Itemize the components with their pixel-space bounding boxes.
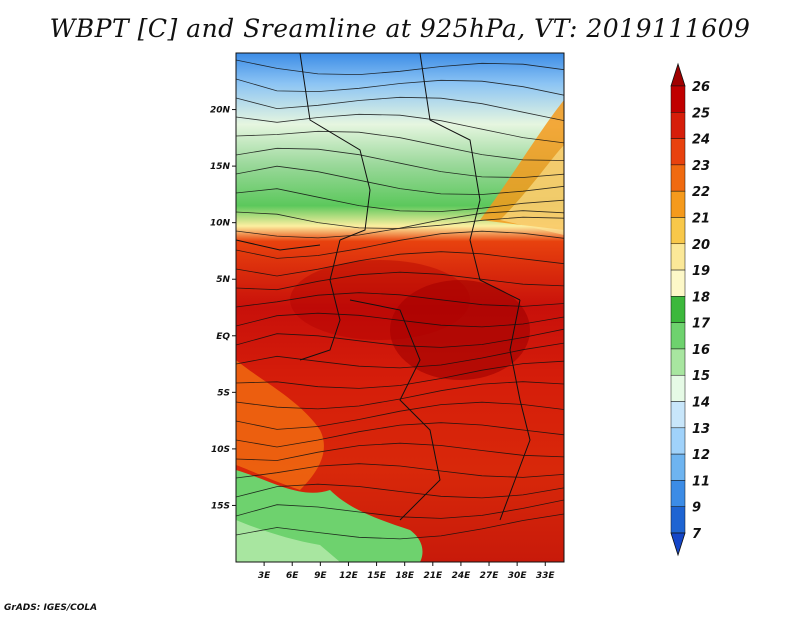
lat-tick-label: 10N [210,219,231,229]
lat-tick-label: 5N [216,275,230,285]
streamline [236,513,564,540]
colorbar-label: 16 [692,343,710,358]
lat-tick-label: 10S [211,445,230,455]
colorbar-label: 22 [692,185,710,200]
longitude-ticks: 3E 6E 9E 12E 15E 18E 21E 24E 27E 30E 33E [258,562,556,581]
colorbar-segment [670,138,686,166]
colorbar-label: 7 [692,527,702,542]
wbpt-field [236,53,564,562]
colorbar-segment [670,453,686,481]
lon-tick-label: 9E [314,571,327,581]
lon-tick-label: 33E [536,571,556,581]
colorbar-top-arrow [670,62,686,87]
colorbar-segment [670,85,686,113]
lon-tick-label: 3E [258,571,271,581]
colorbar-segment [670,506,686,534]
lon-tick-label: 21E [423,571,443,581]
streamline [236,230,564,259]
colorbar-label: 11 [692,474,710,489]
streamline [236,360,564,389]
colorbar-label: 12 [692,448,710,463]
lon-tick-label: 30E [508,571,528,581]
streamline [236,251,564,277]
map-frame [235,52,565,563]
streamline [236,147,564,178]
lon-tick-label: 24E [452,571,472,581]
colorbar-segment [670,243,686,271]
colorbar-segment [670,480,686,507]
streamline [236,499,564,519]
streamline [236,130,564,161]
lat-tick-label: 5S [217,388,230,398]
streamline [236,113,564,144]
colorbar-segment [670,401,686,429]
colorbar-label: 13 [692,422,710,437]
colorbar-label: 14 [692,396,710,411]
colorbar-segment [670,164,686,192]
colorbar-segment [670,348,686,376]
colorbar-segment [670,190,686,218]
streamline [236,292,564,308]
colorbar-label: 18 [692,290,710,305]
colorbar-segment [670,217,686,245]
colorbar-segment [670,374,686,402]
colorbar: 26 25 24 23 22 21 20 19 18 17 16 15 14 13 12 11 9 7 [670,62,711,557]
lon-tick-label: 18E [395,571,415,581]
streamline [236,401,564,430]
latitude-ticks: 20N 15N 10N 5N EQ 5S 10S 15S [210,106,236,511]
streamline [236,328,564,348]
chart-title: WBPT [C] and Sreamline at 925hPa, VT: 20… [49,14,751,43]
colorbar-label: 9 [692,501,701,516]
streamline [236,271,564,291]
lat-tick-label: 15S [211,501,230,511]
colorbar-bottom-arrow [670,532,686,557]
colorbar-label: 23 [692,159,710,174]
colorbar-segment [670,322,686,350]
colorbar-segment [670,269,686,297]
streamline [236,463,564,479]
lon-tick-label: 15E [367,571,387,581]
colorbar-label: 19 [692,264,710,279]
colorbar-label: 21 [692,211,710,226]
colorbar-label: 26 [692,80,710,95]
colorbar-label: 20 [692,238,710,253]
colorbar-label: 25 [692,106,710,121]
lat-tick-label: EQ [216,332,230,342]
colorbar-segment [670,296,686,323]
streamline [236,78,564,96]
lon-tick-label: 6E [286,571,299,581]
colorbar-segment [670,112,686,139]
colorbar-label: 17 [692,317,711,332]
lon-tick-label: 27E [480,571,500,581]
colorbar-label: 15 [692,369,710,384]
colorbar-label: 24 [692,133,710,148]
credit-text: GrADS: IGES/COLA [4,603,98,613]
streamline [236,312,564,328]
streamline [236,165,564,195]
streamline [236,59,564,76]
streamline [236,442,564,461]
streamline [236,422,564,448]
colorbar-segment [670,427,686,455]
streamline [236,210,564,239]
lat-tick-label: 20N [210,106,231,116]
streamline [236,188,564,212]
streamline [236,342,564,369]
streamline [236,96,564,121]
lon-tick-label: 12E [339,571,359,581]
lat-tick-label: 15N [210,162,231,172]
